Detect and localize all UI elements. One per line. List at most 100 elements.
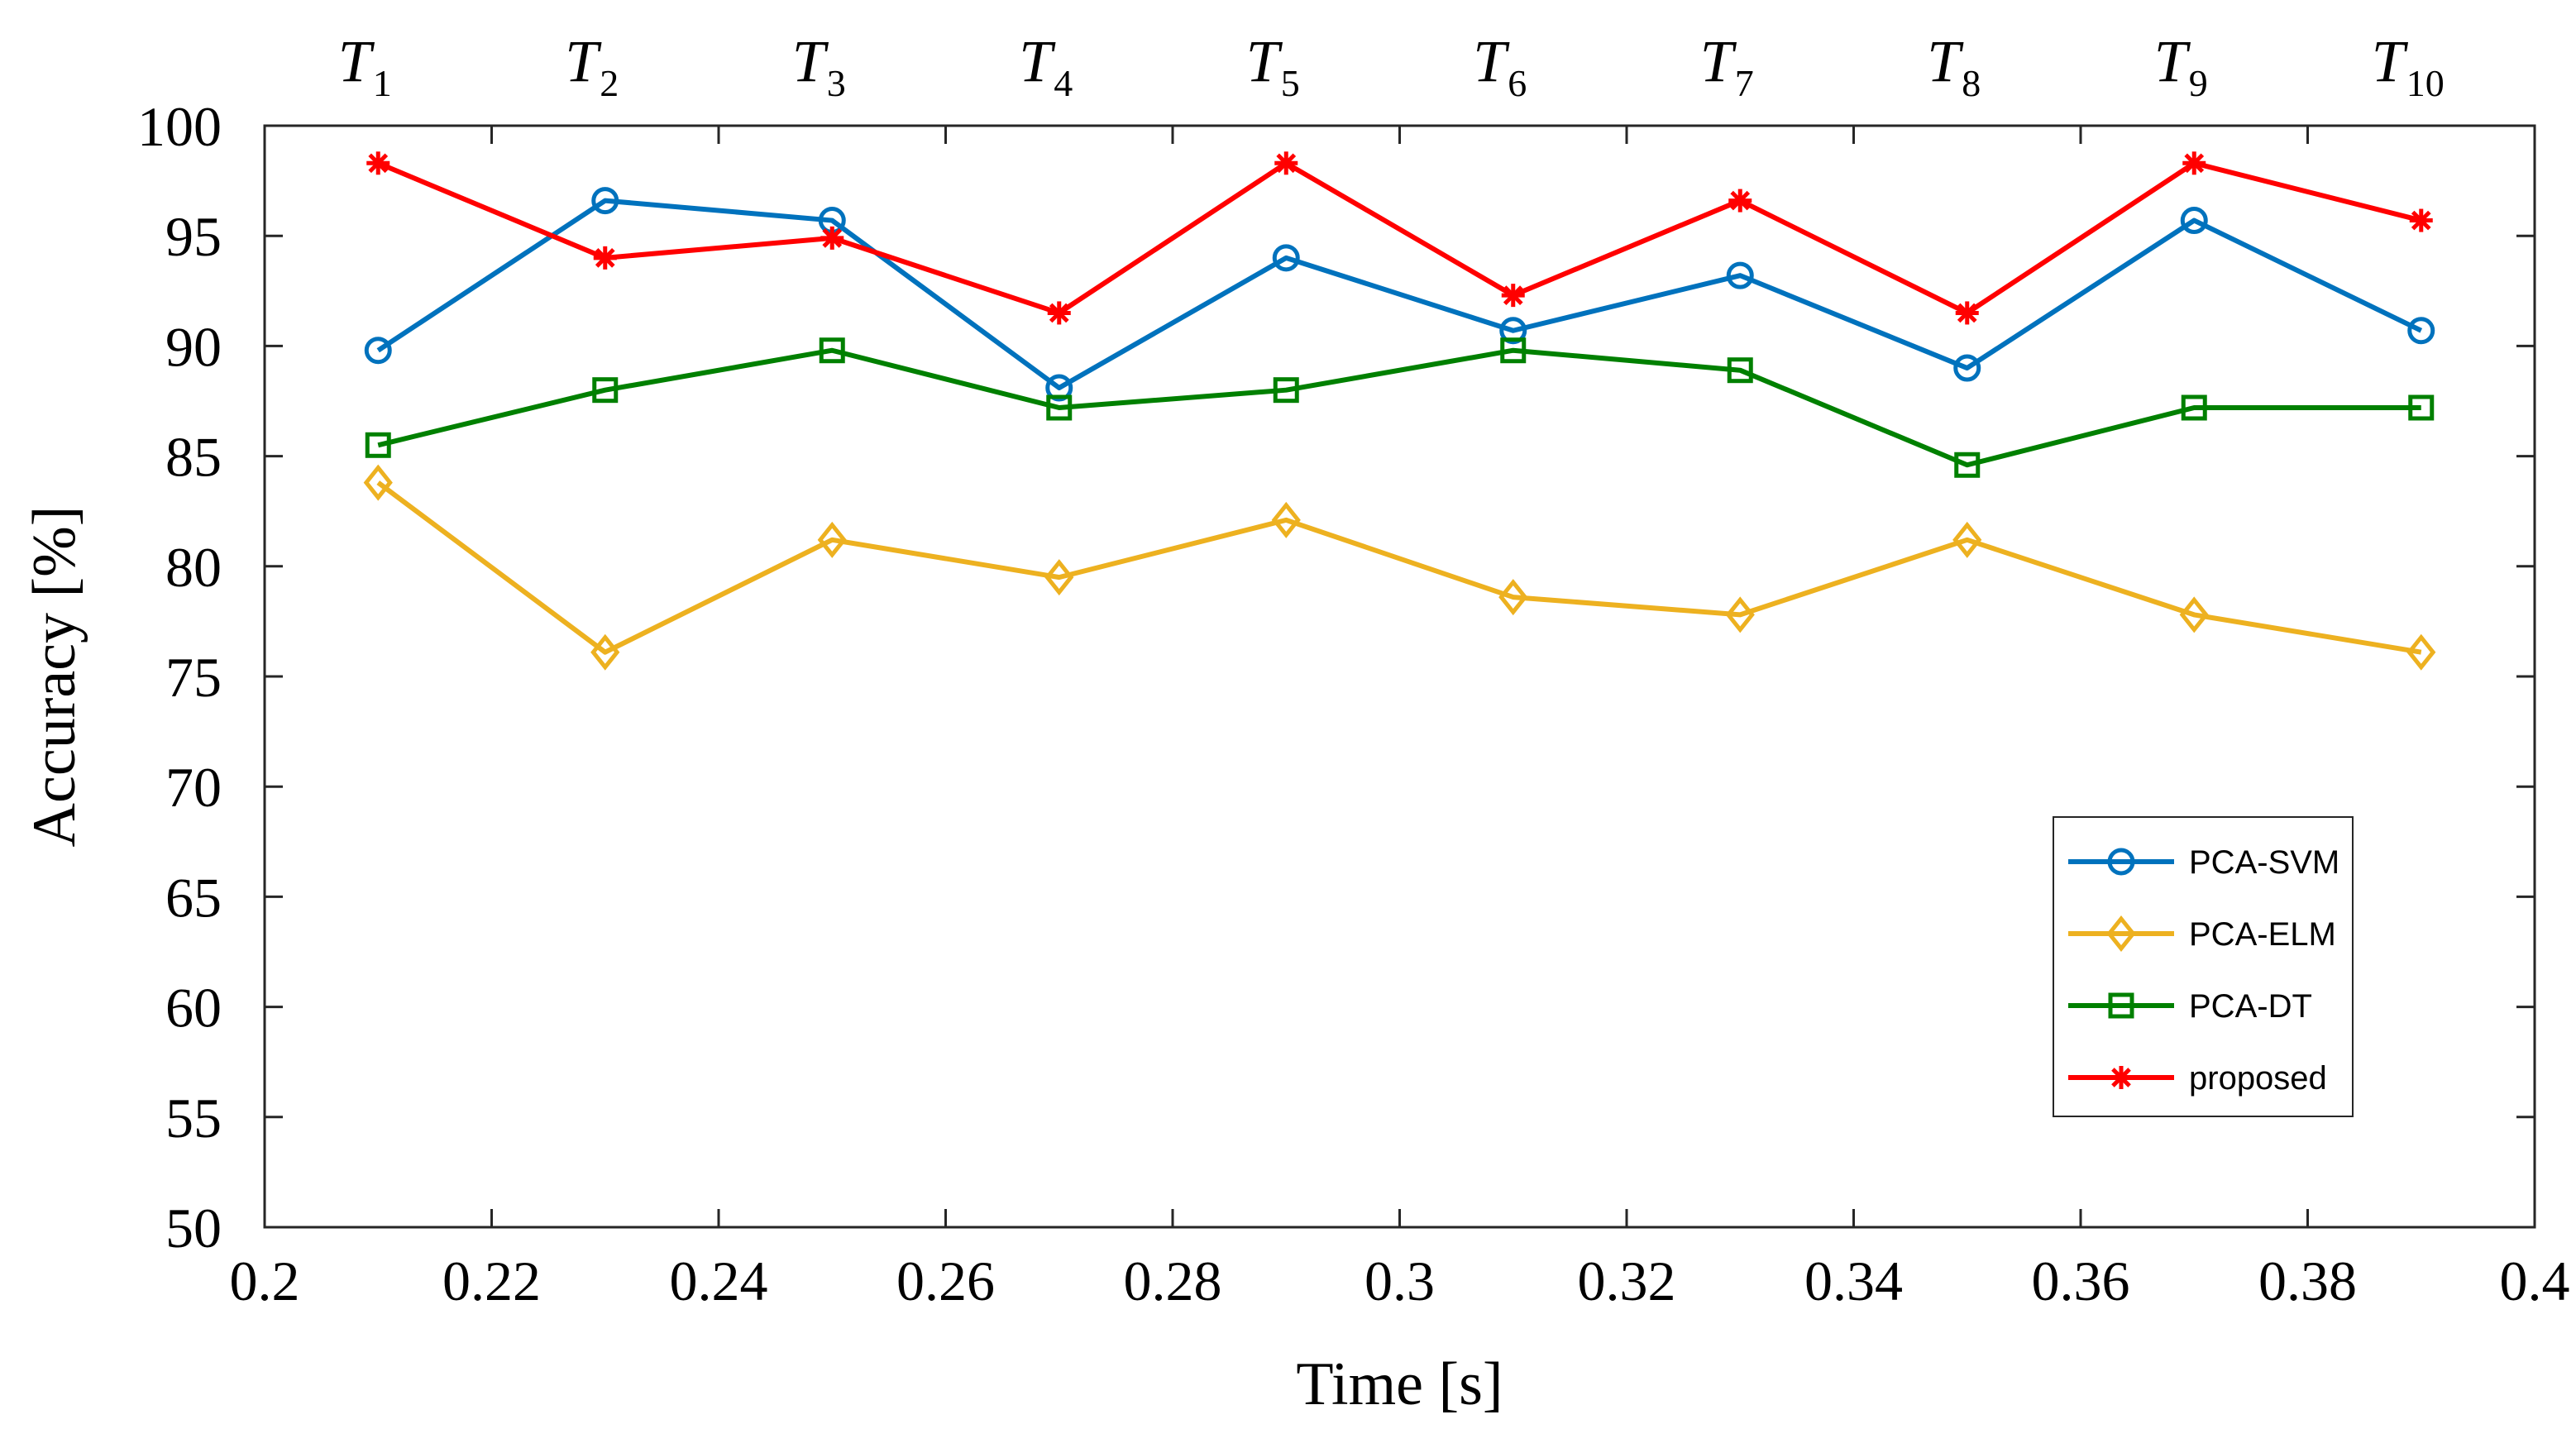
data-point-pca-svm <box>591 187 619 215</box>
data-point-pca-elm <box>1498 579 1528 616</box>
x-tick-label: 0.4 <box>2500 1250 2570 1312</box>
legend-marker <box>2108 992 2134 1019</box>
x-tick-label: 0.2 <box>230 1250 300 1312</box>
x-tick-label: 0.38 <box>2258 1250 2357 1312</box>
data-point-pca-svm <box>1953 354 1981 382</box>
y-tick-label: 95 <box>165 205 222 268</box>
data-point-pca-elm <box>363 464 393 501</box>
legend-label: proposed <box>2189 1060 2327 1097</box>
series-pca-elm <box>363 464 2436 671</box>
legend-marker <box>2107 848 2135 876</box>
data-point-proposed <box>820 226 844 250</box>
legend-item-proposed: proposed <box>2068 1060 2327 1097</box>
data-point-pca-svm <box>2180 207 2208 235</box>
x-tick-label: 0.24 <box>670 1250 768 1312</box>
data-point-pca-dt <box>1273 377 1299 404</box>
data-point-proposed <box>1501 284 1525 308</box>
legend-item-pca-dt: PCA-DT <box>2068 988 2312 1025</box>
data-point-pca-elm <box>1952 521 1982 558</box>
series-line-pca-dt <box>377 347 2421 468</box>
data-point-pca-elm <box>2406 633 2436 671</box>
x-tick-label: 0.22 <box>442 1250 541 1312</box>
series-layer <box>363 151 2436 671</box>
legend: PCA-SVM PCA-ELM PCA-DT proposed <box>2053 816 2354 1117</box>
data-point-proposed <box>1274 151 1298 175</box>
series-proposed <box>366 151 2433 325</box>
data-point-proposed <box>2182 151 2206 175</box>
y-tick-label: 70 <box>165 756 222 819</box>
data-point-pca-dt <box>1500 337 1527 364</box>
top-label: T7 <box>1700 28 1754 104</box>
legend-marker <box>2110 1066 2133 1089</box>
star-stroke <box>1276 153 1297 174</box>
data-point-pca-elm <box>1044 559 1074 596</box>
y-axis: 50 55 60 65 70 75 80 85 90 95 100 <box>137 95 2535 1259</box>
top-axis: T1 T2 T3 T4 T5 T6 T7 T8 T9 T10 <box>338 28 2445 104</box>
y-tick-label: 75 <box>165 646 222 709</box>
legend-item-pca-elm: PCA-ELM <box>2068 915 2336 953</box>
y-tick-label: 65 <box>165 866 222 929</box>
data-point-pca-svm <box>2407 317 2435 345</box>
series-line-pca-svm <box>376 198 2423 391</box>
y-tick-label: 55 <box>165 1087 222 1149</box>
star-stroke <box>2111 1068 2131 1087</box>
star-stroke <box>822 228 843 248</box>
data-point-proposed <box>1047 301 1071 325</box>
y-tick-label: 60 <box>165 977 222 1039</box>
y-tick-label: 50 <box>165 1197 222 1259</box>
data-point-proposed <box>1728 189 1752 213</box>
x-tick-label: 0.3 <box>1364 1250 1435 1312</box>
data-point-pca-dt <box>2408 394 2435 421</box>
y-tick-label: 80 <box>165 536 222 599</box>
legend-label: PCA-DT <box>2189 988 2312 1025</box>
data-point-pca-elm <box>1271 501 1301 538</box>
data-point-proposed <box>1955 301 1979 325</box>
data-point-pca-svm <box>1499 317 1527 345</box>
y-axis-title: Accuracy [%] <box>21 506 88 848</box>
legend-item-pca-svm: PCA-SVM <box>2068 844 2339 881</box>
x-axis-title: Time [s] <box>1296 1350 1503 1418</box>
series-pca-svm <box>364 187 2435 402</box>
star-stroke <box>1049 303 1069 323</box>
star-stroke <box>2184 153 2205 174</box>
data-point-proposed <box>593 246 617 270</box>
data-point-pca-svm <box>1726 261 1754 289</box>
star-stroke <box>1957 303 1977 323</box>
data-point-pca-dt <box>819 337 845 364</box>
x-tick-label: 0.32 <box>1578 1250 1676 1312</box>
data-point-pca-dt <box>2181 394 2207 421</box>
star-stroke <box>1730 190 1751 211</box>
data-point-proposed <box>2409 208 2433 232</box>
data-point-pca-svm <box>1272 244 1300 272</box>
x-tick-label: 0.36 <box>2032 1250 2130 1312</box>
data-point-pca-svm <box>1045 374 1073 402</box>
y-tick-label: 90 <box>165 315 222 378</box>
data-point-pca-elm <box>817 521 847 558</box>
data-point-pca-dt <box>1046 394 1073 421</box>
data-point-pca-dt <box>1727 357 1753 384</box>
data-point-pca-dt <box>592 377 619 404</box>
x-tick-label: 0.26 <box>896 1250 995 1312</box>
series-pca-dt <box>365 337 2435 478</box>
series-line-proposed <box>377 160 2422 316</box>
star-stroke <box>595 247 615 268</box>
data-point-pca-elm <box>1725 596 1755 633</box>
y-tick-label: 100 <box>137 95 222 158</box>
data-point-pca-elm <box>2179 596 2209 633</box>
data-point-pca-dt <box>365 432 391 458</box>
data-point-proposed <box>366 151 390 175</box>
series-line-pca-elm <box>376 480 2422 655</box>
data-point-pca-svm <box>364 337 392 365</box>
data-point-pca-dt <box>1954 452 1981 478</box>
star-stroke <box>1503 285 1523 305</box>
data-point-pca-elm <box>590 633 620 671</box>
legend-box <box>2053 816 2354 1117</box>
y-tick-label: 85 <box>165 426 222 489</box>
star-stroke <box>2411 210 2431 231</box>
x-tick-label: 0.34 <box>1804 1250 1903 1312</box>
x-axis: 0.2 0.22 0.24 0.26 0.28 0.3 0.32 0.34 0.36 0.38 0.… <box>230 126 2570 1312</box>
legend-label: PCA-ELM <box>2189 916 2336 953</box>
legend-marker <box>2106 915 2136 953</box>
